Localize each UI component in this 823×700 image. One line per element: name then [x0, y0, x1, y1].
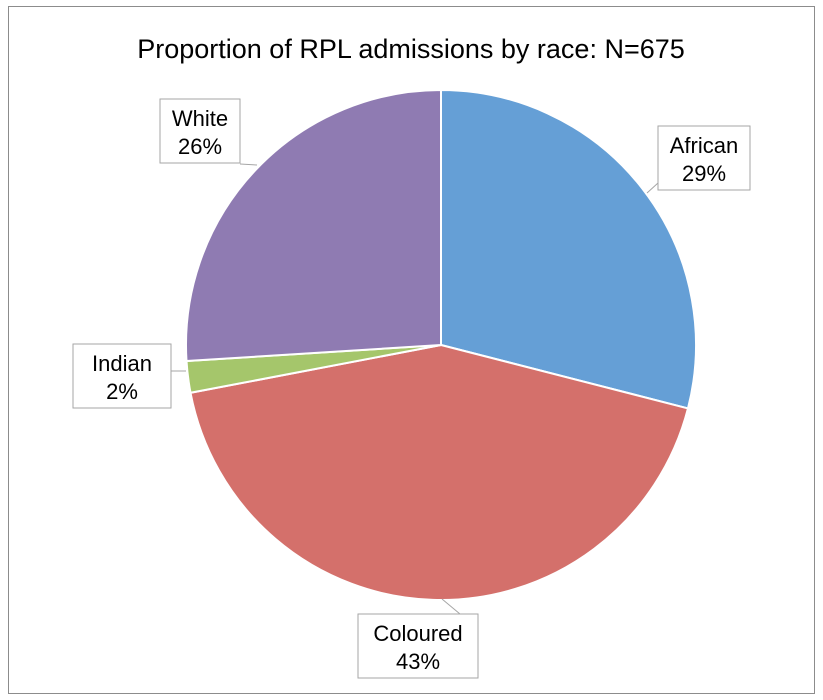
pie-slice-coloured: [189, 343, 690, 601]
label-coloured-name: Coloured: [373, 621, 462, 646]
label-white-name: White: [172, 106, 228, 131]
callout-white: White 26%: [159, 98, 241, 164]
label-indian-name: Indian: [92, 351, 152, 376]
label-african-name: African: [670, 133, 738, 158]
leader-line-white: [239, 163, 258, 166]
leader-lines: [171, 163, 659, 615]
callout-indian: Indian 2%: [72, 343, 172, 409]
pie-slice-african: [440, 88, 697, 410]
callout-african-box: [657, 125, 751, 191]
leader-line-african: [646, 182, 659, 194]
callout-african: African 29%: [657, 125, 751, 191]
callout-coloured-box: [357, 613, 479, 679]
chart-title: Proportion of RPL admissions by race: N=…: [137, 34, 685, 64]
label-coloured-percent: 43%: [396, 649, 440, 674]
label-african-percent: 29%: [682, 161, 726, 186]
callout-coloured: Coloured 43%: [357, 613, 479, 679]
label-white-percent: 26%: [178, 134, 222, 159]
leader-line-coloured: [441, 598, 461, 615]
pie-slice-white: [185, 88, 442, 363]
label-indian-percent: 2%: [106, 379, 138, 404]
pie-slices: [185, 88, 697, 601]
callout-indian-box: [72, 343, 172, 409]
callout-white-box: [159, 98, 241, 164]
